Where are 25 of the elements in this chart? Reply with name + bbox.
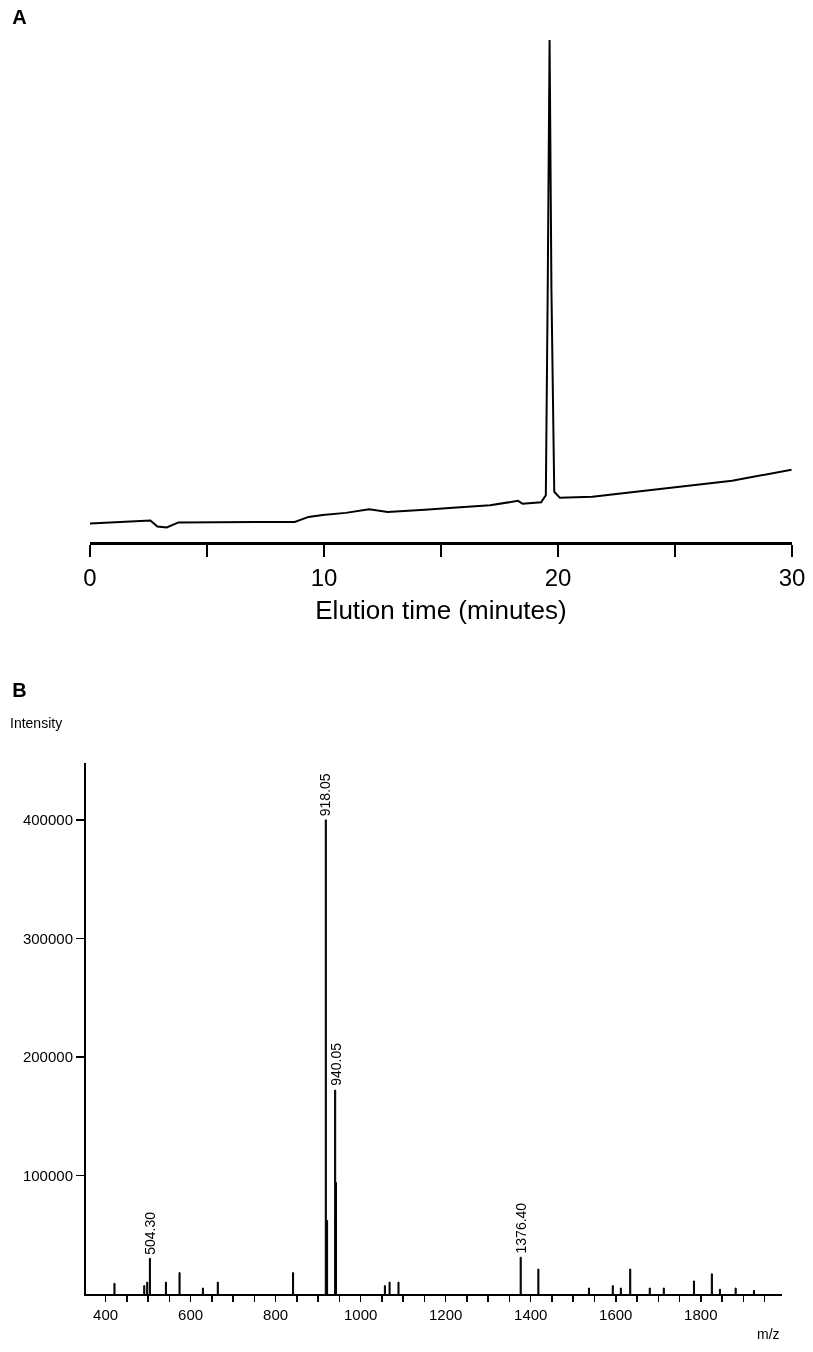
y-tick-label: 300000 xyxy=(22,929,73,947)
x-tick-label: 0 xyxy=(83,563,97,591)
x-tick-label: 1400 xyxy=(514,1306,548,1323)
x-tick-label: 1000 xyxy=(343,1306,378,1323)
x-tick-label: 1600 xyxy=(599,1306,633,1323)
x-tick-label: 20 xyxy=(544,563,572,591)
x-axis-title: Elution time (minutes) xyxy=(315,595,567,626)
x-tick-label: 600 xyxy=(178,1306,204,1323)
x-axis-title: m/z xyxy=(757,1326,780,1342)
x-tick-label: 1200 xyxy=(429,1306,463,1323)
x-tick-label: 1800 xyxy=(684,1306,718,1323)
chart-title: A xyxy=(12,5,27,28)
y-tick-label: 400000 xyxy=(22,811,73,829)
x-tick-label: 400 xyxy=(93,1306,119,1323)
annotation: 918.05 xyxy=(317,773,334,817)
x-tick-label: 800 xyxy=(263,1306,289,1323)
x-tick-label: 30 xyxy=(778,563,806,591)
y-tick-label: 200000 xyxy=(22,1048,73,1066)
y-axis-title: Intensity xyxy=(10,715,63,731)
x-tick-label: 10 xyxy=(310,563,338,591)
y-tick-label: 100000 xyxy=(22,1166,73,1184)
chart-title: B xyxy=(12,679,27,702)
annotation: 940.05 xyxy=(327,1042,344,1086)
annotation: 504.30 xyxy=(141,1211,158,1255)
annotation: 1376.40 xyxy=(512,1202,529,1254)
